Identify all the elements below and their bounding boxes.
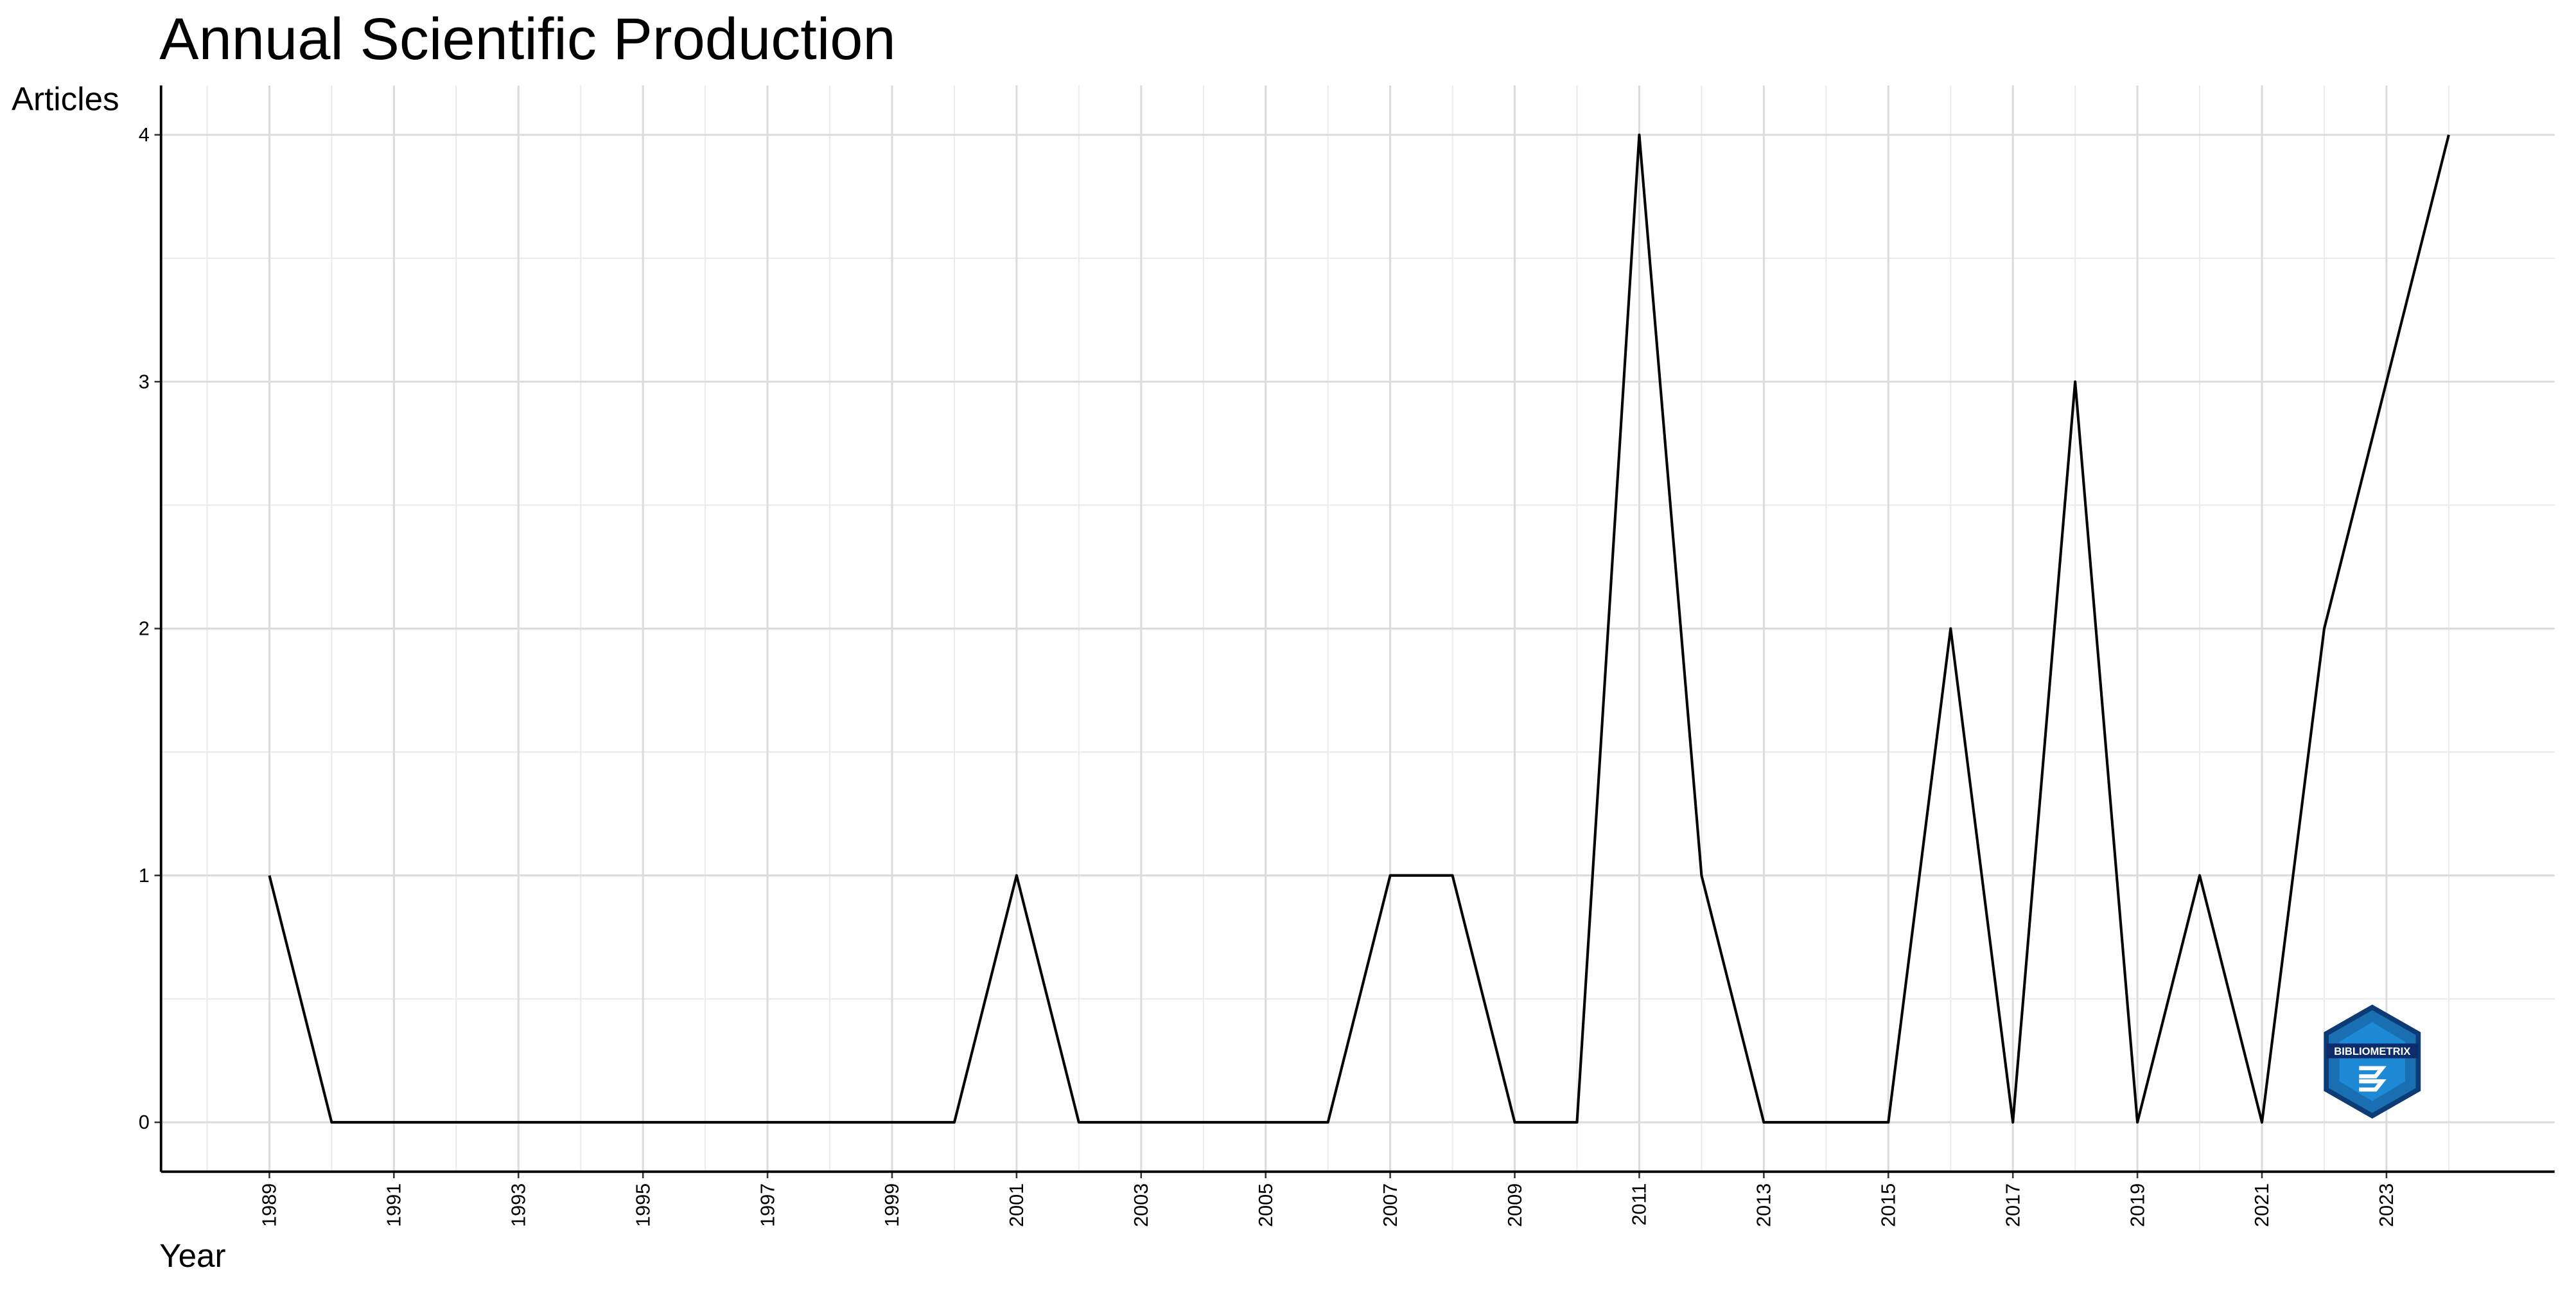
- logo-text: BIBLIOMETRIX: [2334, 1045, 2410, 1057]
- x-tick-label: 2017: [2001, 1183, 2024, 1227]
- logo-band: [2326, 1043, 2419, 1059]
- x-tick-label: 2011: [1628, 1183, 1651, 1226]
- x-tick-label: 2007: [1379, 1183, 1401, 1227]
- x-tick-label: 1991: [383, 1183, 405, 1227]
- y-tick-label: 3: [139, 370, 150, 393]
- logo-inner: [2339, 1022, 2405, 1101]
- x-tick-label: 2019: [2126, 1183, 2148, 1227]
- plot: [268, 133, 2450, 1124]
- logo-figure: [2359, 1066, 2387, 1092]
- x-tick-label: 2003: [1130, 1183, 1152, 1227]
- chart-title: Annual Scientific Production: [159, 6, 896, 72]
- x-tick-label: 2015: [1877, 1183, 1900, 1227]
- x-axis-label: Year: [159, 1237, 225, 1274]
- y-axis-label: Articles: [12, 80, 119, 117]
- x-tick-label: 1995: [631, 1183, 654, 1227]
- x-tick-label: 1999: [881, 1183, 903, 1227]
- grid: 0 1 2 3 4 1989 1991 1993 1995 1997 1999 2001 2003 200…: [139, 85, 2555, 1227]
- y-tick-label: 2: [139, 617, 150, 640]
- x-tick-label: 2005: [1254, 1183, 1277, 1227]
- y-tick-label: 4: [139, 123, 150, 146]
- logo: BIBLIOMETRIX: [2324, 1004, 2421, 1119]
- x-tick-label: 2001: [1005, 1183, 1028, 1227]
- y-tick-label: 0: [139, 1111, 150, 1133]
- x-tick-label: 2009: [1503, 1183, 1526, 1227]
- x-tick-label: 1997: [756, 1183, 778, 1227]
- x-tick-label: 2013: [1753, 1183, 1775, 1227]
- y-tick-label: 1: [139, 864, 150, 887]
- x-tick-label: 1989: [258, 1183, 281, 1227]
- x-tick-label: 2023: [2375, 1183, 2397, 1227]
- data-line: [268, 133, 2450, 1124]
- x-tick-label: 2021: [2250, 1183, 2273, 1227]
- x-tick-label: 1993: [507, 1183, 529, 1227]
